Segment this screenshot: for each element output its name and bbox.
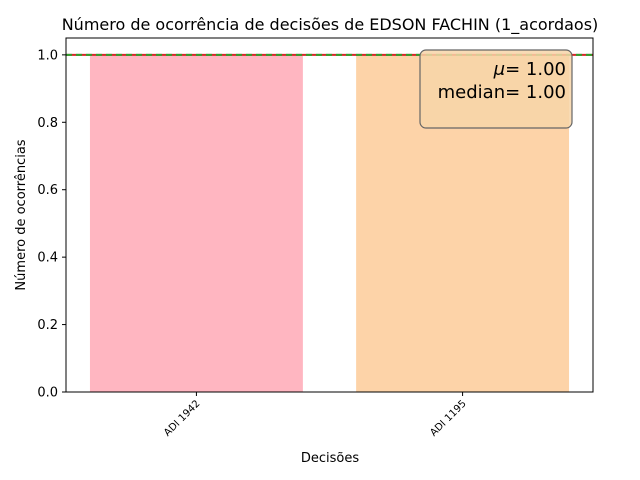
plot-frame — [65, 37, 594, 393]
y-axis-label: Número de ocorrências — [14, 139, 29, 290]
x-tick-label: ADI 1942 — [162, 398, 202, 438]
chart-title: Número de ocorrência de decisões de EDSO… — [62, 15, 599, 35]
y-tick-label: 1.0 — [37, 48, 58, 63]
y-tick-label: 0.2 — [37, 318, 58, 333]
stats-median-label: median — [438, 82, 505, 103]
y-tick-label: 0.6 — [37, 183, 58, 198]
stats-mean: μ= 1.00 — [493, 59, 566, 80]
stats-median-value: = 1.00 — [505, 82, 566, 103]
x-tick-label: ADI 1195 — [428, 398, 468, 438]
bar-adi-1942 — [89, 54, 303, 392]
x-axis-label: Decisões — [301, 451, 359, 466]
stats-mean-value: = 1.00 — [505, 59, 566, 80]
y-axis: 0.0 0.2 0.4 0.6 0.8 1.0 — [37, 48, 66, 401]
y-tick-label: 0.0 — [37, 386, 58, 401]
stats-box-background — [419, 49, 573, 129]
y-tick-label: 0.8 — [37, 116, 58, 131]
y-tick-label: 0.4 — [37, 251, 58, 266]
stats-median: median= 1.00 — [438, 82, 566, 103]
stats-box: μ= 1.00 median= 1.00 — [419, 49, 573, 129]
stats-mean-symbol: μ — [493, 59, 505, 80]
x-axis: ADI 1942 ADI 1195 — [162, 392, 469, 439]
